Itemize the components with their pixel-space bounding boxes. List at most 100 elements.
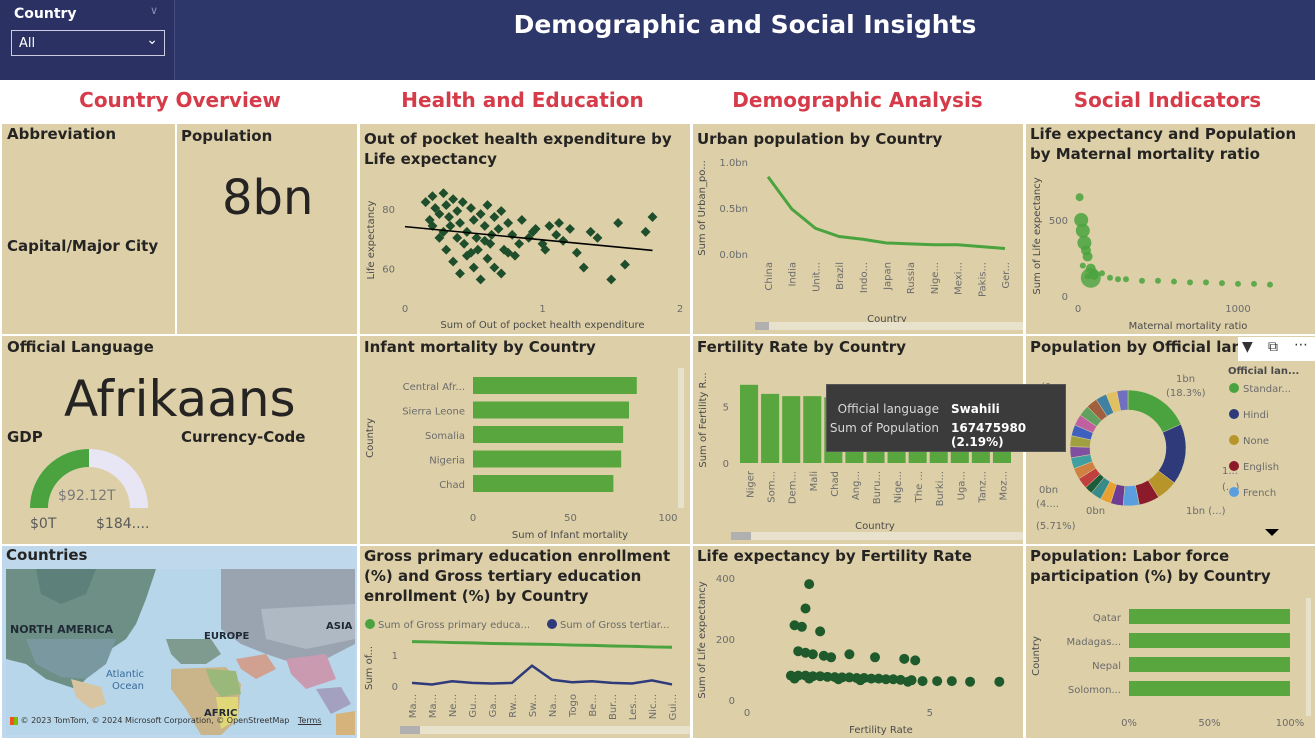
x-tick-label: 0 (470, 513, 476, 524)
x-tick-label: 2 (677, 304, 683, 315)
filter-icon[interactable]: ▼ (1242, 339, 1253, 355)
scatter-point (796, 621, 807, 632)
more-options-icon[interactable]: ⋯ (1294, 337, 1308, 353)
gdp-gauge (30, 449, 148, 509)
bar (782, 396, 801, 463)
header-bar (0, 0, 1315, 80)
abbreviation-card[interactable] (2, 124, 175, 334)
section-demographic-analysis: Demographic Analysis (732, 88, 983, 112)
map-label-ocean: Ocean (112, 681, 144, 692)
y-tick-label: 60 (382, 264, 395, 275)
scatter-bubble (1115, 276, 1121, 283)
x-tick-label: 5 (927, 708, 933, 719)
urban-line-chart: 0.0bn 0.5bn 1.0bn China India Unit... Brazil In… (697, 158, 1023, 330)
scatter-point (554, 218, 564, 228)
x-tick-label: 1000 (1225, 304, 1250, 315)
lifefert-chart-panel[interactable] (693, 546, 1023, 738)
scatter-bubble (1082, 251, 1093, 262)
country-dropdown-value: All (19, 36, 36, 51)
slicer-collapse-icon[interactable]: ∨ (150, 4, 159, 17)
y-tick-label: 500 (1049, 216, 1068, 227)
scatter-point (870, 652, 880, 663)
tooltip-key-1: Official language (837, 402, 939, 416)
x-tick-label: 100% (1276, 718, 1305, 729)
bar (761, 393, 780, 463)
donut-data-label: (...) (1222, 482, 1239, 493)
currency-label: Currency-Code (181, 428, 306, 446)
north-africa-region (206, 669, 241, 697)
language-gdp-card[interactable] (2, 336, 357, 544)
scatter-point (873, 673, 884, 684)
population-value: 8bn (222, 170, 314, 226)
scatter-point (592, 232, 603, 243)
scatter-point (427, 191, 438, 202)
bar (473, 450, 622, 468)
gauge-fill (30, 449, 90, 509)
x-tick-label: Pakis... (977, 262, 988, 297)
donut-slice-other (1116, 389, 1129, 412)
scatter-point (789, 673, 800, 684)
scatter-point (452, 206, 463, 217)
scrollbar-thumb (731, 532, 751, 540)
population-card[interactable] (177, 124, 357, 334)
x-axis-label: Sum of Out of pocket health expenditure (440, 320, 644, 331)
infant-chart-title: Infant mortality by Country (364, 338, 596, 356)
scatter-point (585, 226, 596, 237)
scatter-point (606, 274, 617, 285)
scatter-bubble (1079, 262, 1086, 269)
fertility-chart-title: Fertility Rate by Country (697, 338, 906, 356)
canada-land (36, 569, 96, 604)
east-africa-region (216, 697, 238, 729)
scatter-point (455, 218, 465, 228)
oop-chart-panel[interactable] (360, 124, 690, 334)
scatter-point (441, 200, 452, 211)
y-tick-label: 0.0bn (719, 250, 748, 261)
official-language-value: Afrikaans (64, 370, 296, 428)
countries-map[interactable]: NORTH AMERICA EUROPE ASIA Atlantic Ocean… (6, 569, 355, 735)
scatter-point (571, 247, 582, 258)
legend-title: Official lan... (1228, 366, 1299, 377)
scatter-bubble (1139, 277, 1145, 284)
usa-land (26, 639, 116, 679)
y-tick-label: 80 (382, 205, 395, 216)
scatter-point (844, 649, 855, 660)
y-tick-label: 0 (729, 696, 735, 707)
x-tick-label: Ang... (851, 471, 862, 500)
scatter-bubble (1187, 279, 1193, 286)
y-tick-label: Central Afr... (403, 382, 465, 393)
scatter-point (514, 238, 525, 249)
x-tick-label: Mexi... (954, 262, 965, 295)
scatter-bubble (1123, 276, 1129, 283)
bar (473, 475, 614, 492)
scrollbar-track (755, 322, 1023, 330)
focus-mode-icon[interactable]: ⧉ (1268, 339, 1278, 355)
x-tick-label: Ne... (448, 694, 459, 717)
lifepop-chart-panel[interactable] (1026, 124, 1315, 334)
chart-tooltip: Official language Swahili Sum of Populat… (826, 384, 1066, 452)
south-asia-land (286, 654, 336, 689)
scatter-point (815, 671, 826, 682)
central-america-land (71, 679, 106, 709)
legend-item-label: Sum of Gross primary educa... (378, 620, 530, 631)
country-dropdown[interactable]: All ⌄ (11, 30, 165, 56)
scatter-point (844, 672, 855, 683)
map-terms-link[interactable]: Terms (297, 716, 322, 725)
urban-chart-panel[interactable] (693, 124, 1023, 334)
map-title: Countries (6, 546, 88, 564)
series-line (411, 664, 673, 686)
y-tick-label: 200 (716, 635, 735, 646)
donut-chart: 1bn (18.3%) 1... (...) 1bn (...) 0bn (5.71%) 0b… (1036, 366, 1299, 536)
scatter-point (910, 655, 921, 666)
legend-item-label: None (1243, 436, 1269, 447)
legend-marker (1229, 409, 1239, 419)
scrollbar-track (1306, 598, 1311, 716)
map-label-asia: ASIA (326, 621, 353, 632)
lifefert-scatter-chart: 0 5 0 200 400 Fertility Rate Sum of Life expec… (697, 574, 1005, 736)
scatter-point (932, 676, 943, 687)
x-tick-label: Nige... (893, 471, 904, 503)
official-language-label: Official Language (7, 338, 154, 356)
x-tick-label: Burki... (935, 471, 946, 506)
scatter-bubble (1155, 277, 1161, 284)
x-tick-label: Som... (767, 471, 778, 503)
tooltip-key-2: Sum of Population (829, 421, 939, 435)
